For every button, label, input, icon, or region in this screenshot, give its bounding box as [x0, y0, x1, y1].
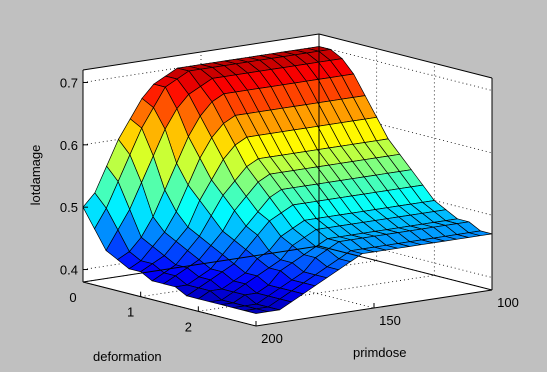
z-tick-label: 0.5 — [60, 200, 78, 215]
y-tick-label: 1 — [127, 305, 134, 320]
z-tick-label: 0.4 — [60, 263, 78, 278]
surface-mesh — [82, 46, 493, 314]
axis-line — [318, 245, 493, 291]
z-tick-label: 0.7 — [60, 75, 78, 90]
y-tick-label: 2 — [185, 319, 192, 334]
x-tick-label: 150 — [379, 313, 401, 328]
axis-line — [82, 33, 320, 71]
xlabel: primdose — [353, 345, 406, 360]
axis-line — [82, 245, 320, 283]
tick-labels: 0.4 0.5 0.6 0.7 0 1 2 100 150 200 — [60, 75, 519, 346]
surface-patch — [244, 308, 268, 314]
axis-box-lines — [82, 33, 493, 327]
ylabel: deformation — [93, 349, 162, 364]
axis-line — [82, 281, 257, 327]
gridline-z — [318, 233, 493, 278]
axis-line — [318, 33, 493, 79]
gridline-z — [318, 46, 493, 91]
gridline-z — [318, 108, 493, 154]
x-tick-label: 200 — [261, 331, 283, 346]
gridline-x — [200, 263, 375, 309]
zlabel: lotdamage — [28, 145, 43, 206]
z-tick-label: 0.6 — [60, 138, 78, 153]
y-tick-label: 0 — [69, 290, 76, 305]
tick-marks — [82, 81, 493, 326]
x-tick-label: 100 — [497, 295, 519, 310]
gridline-z — [318, 170, 493, 216]
